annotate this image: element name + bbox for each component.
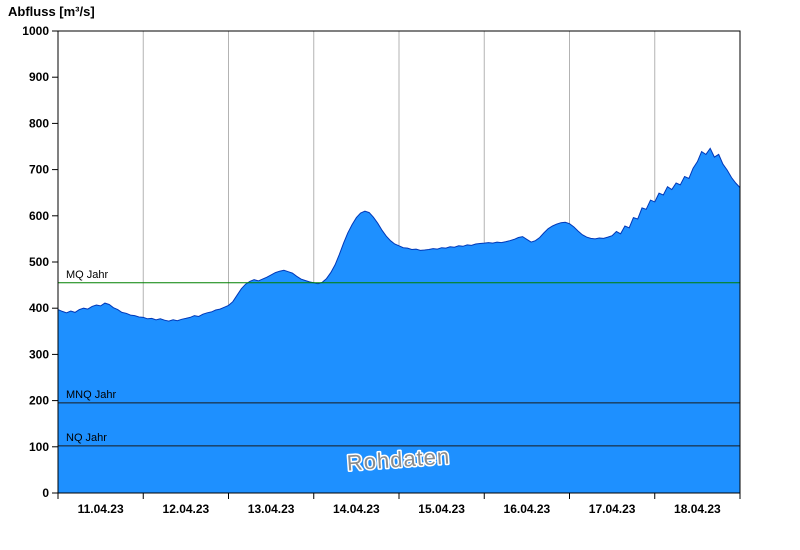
y-tick-label: 500 xyxy=(29,255,49,269)
y-tick-label: 300 xyxy=(29,347,49,361)
y-tick-label: 0 xyxy=(42,486,49,500)
reference-label-mnq-jahr: MNQ Jahr xyxy=(66,389,116,401)
discharge-area xyxy=(58,148,740,494)
y-tick-label: 100 xyxy=(29,440,49,454)
x-date-label: 14.04.23 xyxy=(333,502,380,516)
y-tick-label: 900 xyxy=(29,70,49,84)
x-date-label: 12.04.23 xyxy=(163,502,210,516)
y-tick-label: 700 xyxy=(29,163,49,177)
y-tick-label: 1000 xyxy=(22,24,49,38)
discharge-line xyxy=(57,147,741,322)
reference-label-nq-jahr: NQ Jahr xyxy=(66,432,107,444)
y-tick-label: 400 xyxy=(29,301,49,315)
x-date-label: 17.04.23 xyxy=(589,502,636,516)
x-date-label: 16.04.23 xyxy=(504,502,551,516)
x-date-label: 13.04.23 xyxy=(248,502,295,516)
reference-label-mq-jahr: MQ Jahr xyxy=(66,269,109,281)
x-date-label: 11.04.23 xyxy=(78,502,124,516)
x-date-label: 15.04.23 xyxy=(418,502,465,516)
x-date-label: 18.04.23 xyxy=(674,502,721,516)
y-tick-label: 800 xyxy=(29,116,49,130)
y-tick-label: 600 xyxy=(29,209,49,223)
y-axis-title: Abfluss [m³/s] xyxy=(8,4,95,19)
y-tick-label: 200 xyxy=(29,394,49,408)
